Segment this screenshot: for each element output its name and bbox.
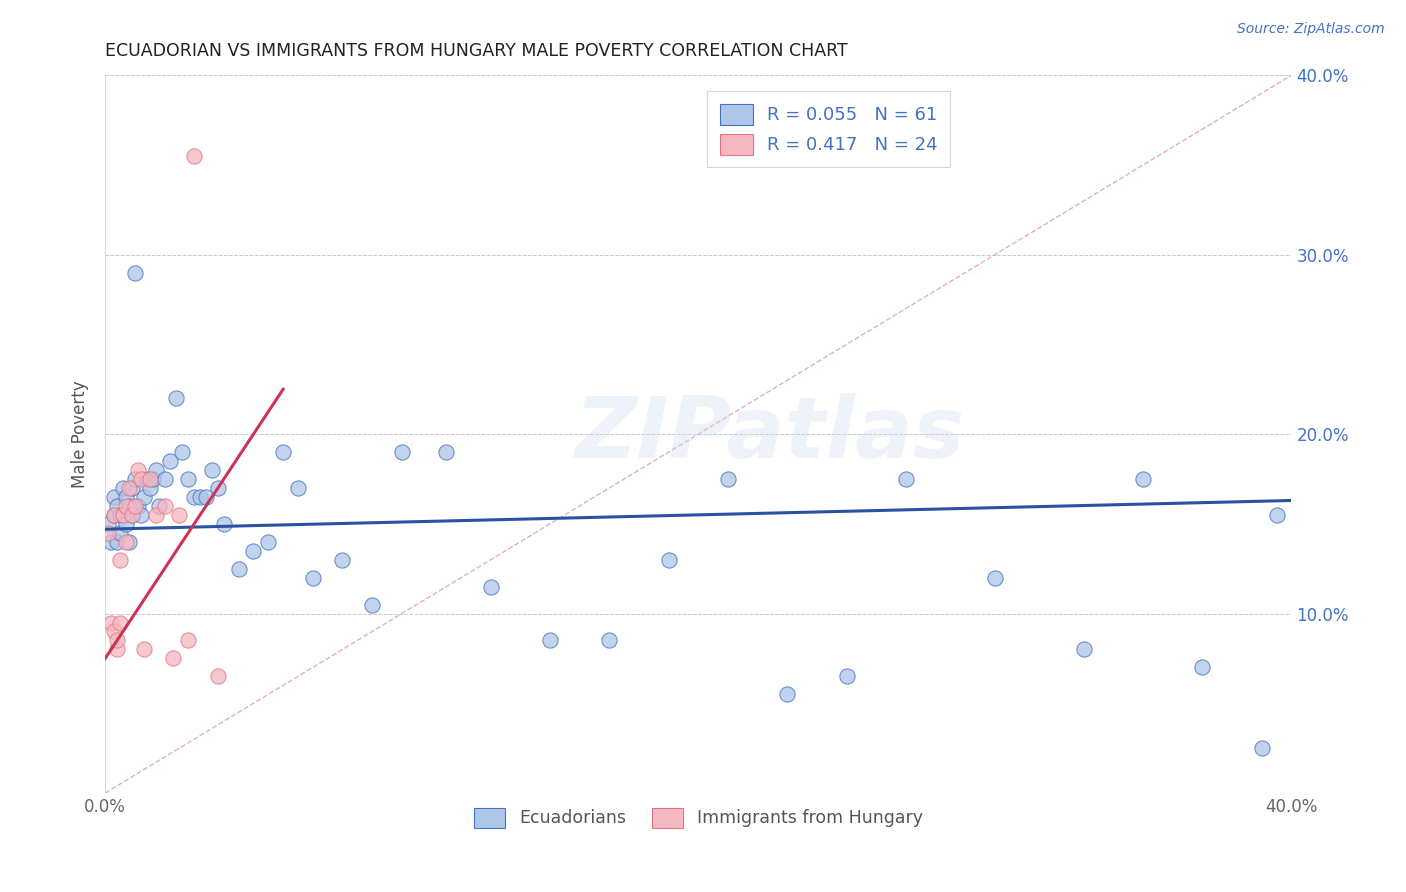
Point bbox=[165, 391, 187, 405]
Point bbox=[257, 534, 280, 549]
Point bbox=[121, 481, 143, 495]
Point bbox=[142, 472, 165, 486]
Point bbox=[195, 490, 218, 504]
Point bbox=[271, 445, 294, 459]
Point bbox=[103, 624, 125, 639]
Point bbox=[103, 508, 125, 522]
Point bbox=[121, 508, 143, 522]
Point bbox=[108, 552, 131, 566]
Point bbox=[287, 481, 309, 495]
Point bbox=[183, 149, 205, 163]
Point bbox=[115, 516, 138, 531]
Point bbox=[153, 499, 176, 513]
Point bbox=[105, 642, 128, 657]
Point bbox=[162, 651, 184, 665]
Point bbox=[188, 490, 211, 504]
Point bbox=[129, 508, 152, 522]
Legend: Ecuadorians, Immigrants from Hungary: Ecuadorians, Immigrants from Hungary bbox=[467, 801, 929, 835]
Point bbox=[183, 490, 205, 504]
Y-axis label: Male Poverty: Male Poverty bbox=[72, 380, 89, 488]
Point bbox=[835, 669, 858, 683]
Point bbox=[97, 525, 120, 540]
Point bbox=[132, 490, 155, 504]
Point bbox=[301, 571, 323, 585]
Point bbox=[124, 472, 146, 486]
Point bbox=[169, 508, 191, 522]
Point bbox=[361, 598, 384, 612]
Point bbox=[127, 499, 149, 513]
Point bbox=[135, 472, 157, 486]
Point bbox=[115, 534, 138, 549]
Point bbox=[894, 472, 917, 486]
Point bbox=[103, 490, 125, 504]
Point bbox=[129, 472, 152, 486]
Point bbox=[207, 481, 229, 495]
Point bbox=[159, 454, 181, 468]
Point bbox=[177, 472, 200, 486]
Point bbox=[115, 499, 138, 513]
Point bbox=[658, 552, 681, 566]
Point bbox=[1191, 660, 1213, 674]
Point bbox=[124, 499, 146, 513]
Point bbox=[105, 633, 128, 648]
Point bbox=[1132, 472, 1154, 486]
Point bbox=[148, 499, 170, 513]
Point bbox=[111, 481, 134, 495]
Point bbox=[118, 499, 141, 513]
Point bbox=[228, 562, 250, 576]
Point bbox=[100, 534, 122, 549]
Point bbox=[124, 266, 146, 280]
Point bbox=[138, 472, 160, 486]
Point bbox=[103, 508, 125, 522]
Point bbox=[1265, 508, 1288, 522]
Point bbox=[118, 534, 141, 549]
Point bbox=[172, 445, 194, 459]
Point bbox=[776, 687, 799, 701]
Point bbox=[479, 580, 502, 594]
Point bbox=[212, 516, 235, 531]
Point bbox=[127, 463, 149, 477]
Point bbox=[145, 463, 167, 477]
Point bbox=[100, 615, 122, 630]
Point bbox=[1073, 642, 1095, 657]
Point bbox=[105, 499, 128, 513]
Text: Source: ZipAtlas.com: Source: ZipAtlas.com bbox=[1237, 22, 1385, 37]
Text: ZIPatlas: ZIPatlas bbox=[575, 392, 965, 475]
Point bbox=[115, 490, 138, 504]
Point bbox=[145, 508, 167, 522]
Point bbox=[108, 508, 131, 522]
Point bbox=[201, 463, 224, 477]
Point bbox=[984, 571, 1007, 585]
Point bbox=[138, 481, 160, 495]
Point bbox=[391, 445, 413, 459]
Point bbox=[332, 552, 354, 566]
Point bbox=[538, 633, 561, 648]
Point bbox=[1250, 741, 1272, 756]
Point bbox=[598, 633, 620, 648]
Point bbox=[177, 633, 200, 648]
Point bbox=[105, 534, 128, 549]
Point bbox=[121, 508, 143, 522]
Point bbox=[111, 508, 134, 522]
Point bbox=[717, 472, 740, 486]
Point bbox=[242, 543, 264, 558]
Point bbox=[118, 481, 141, 495]
Text: ECUADORIAN VS IMMIGRANTS FROM HUNGARY MALE POVERTY CORRELATION CHART: ECUADORIAN VS IMMIGRANTS FROM HUNGARY MA… bbox=[105, 42, 848, 60]
Point bbox=[434, 445, 457, 459]
Point bbox=[108, 525, 131, 540]
Point bbox=[153, 472, 176, 486]
Point bbox=[207, 669, 229, 683]
Point bbox=[132, 642, 155, 657]
Point bbox=[111, 508, 134, 522]
Point bbox=[108, 615, 131, 630]
Point bbox=[97, 516, 120, 531]
